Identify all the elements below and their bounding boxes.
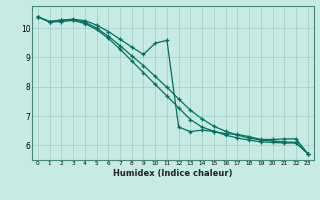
X-axis label: Humidex (Indice chaleur): Humidex (Indice chaleur) [113, 169, 233, 178]
